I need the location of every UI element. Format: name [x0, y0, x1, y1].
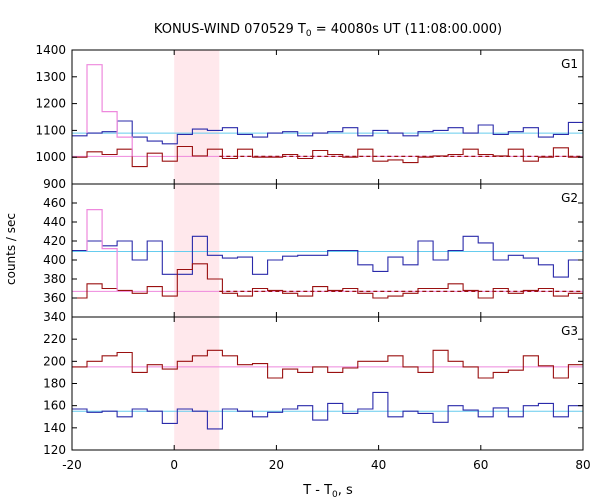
y-tick-label: 1300 [35, 70, 66, 84]
y-tick-label: 180 [43, 377, 66, 391]
panel-label-g1: G1 [561, 57, 578, 71]
chart-title-rest: = 40080s UT (11:08:00.000) [312, 22, 502, 37]
panel-label-g2: G2 [561, 191, 578, 205]
panel-frame [71, 49, 584, 185]
y-tick-label: 360 [43, 291, 66, 305]
plot-area: 90010001100120013001400G1340360380400420… [35, 43, 590, 472]
y-tick-label: 380 [43, 272, 66, 286]
y-tick-label: 460 [43, 196, 66, 210]
y-tick-label: 220 [43, 332, 66, 346]
high-band-light-curve [72, 263, 583, 299]
burst-interval-highlight [174, 50, 220, 450]
y-tick-label: 900 [43, 177, 66, 191]
burst-peak-curve [86, 209, 118, 292]
y-tick-label: 420 [43, 234, 66, 248]
x-tick-label: 40 [371, 458, 386, 472]
y-tick-label: 440 [43, 215, 66, 229]
x-axis-label-rest: , s [338, 483, 353, 498]
chart-title-main: KONUS-WIND 070529 T [154, 22, 306, 37]
y-tick-label: 1400 [35, 43, 66, 57]
low-band-light-curve [72, 391, 583, 430]
panel-g3: 120 140 160 180 200 220 G3 [43, 316, 584, 457]
y-tick-label: 120 [43, 443, 66, 457]
high-band-light-curve [72, 145, 583, 168]
y-tick-label: 1100 [35, 123, 66, 137]
x-tick-label: 60 [473, 458, 488, 472]
x-axis-label-sub: 0 [332, 490, 338, 500]
x-tick-label: 80 [575, 458, 590, 472]
y-tick-label: 400 [43, 253, 66, 267]
y-tick-label: 1200 [35, 97, 66, 111]
low-band-light-curve [72, 120, 583, 145]
y-tick-label: 140 [43, 421, 66, 435]
y-tick-label: 1000 [35, 150, 66, 164]
burst-peak-curve [86, 64, 133, 157]
x-tick-label: -20 [62, 458, 82, 472]
y-tick-label: 340 [43, 310, 66, 324]
low-band-light-curve [72, 235, 583, 278]
panel-g1: 900 1000 1100 1200 1300 1400 G1 [35, 43, 584, 191]
x-axis-label: T - T0, s [302, 483, 353, 500]
chart-title-sub: 0 [306, 29, 312, 39]
y-tick-label: 160 [43, 399, 66, 413]
panel-frame [71, 316, 584, 451]
y-tick-label: 200 [43, 354, 66, 368]
x-axis-label-main: T - T [302, 483, 332, 498]
y-axis-label: counts / sec [4, 213, 18, 285]
x-tick-label: 20 [269, 458, 284, 472]
chart-title: KONUS-WIND 070529 T0 = 40080s UT (11:08:… [154, 22, 502, 39]
high-band-light-curve [72, 349, 583, 379]
panel-g2: 340 360 380 400 420 440 460 G2 [43, 183, 584, 324]
panel-label-g3: G3 [561, 324, 578, 338]
x-tick-label: 0 [170, 458, 178, 472]
